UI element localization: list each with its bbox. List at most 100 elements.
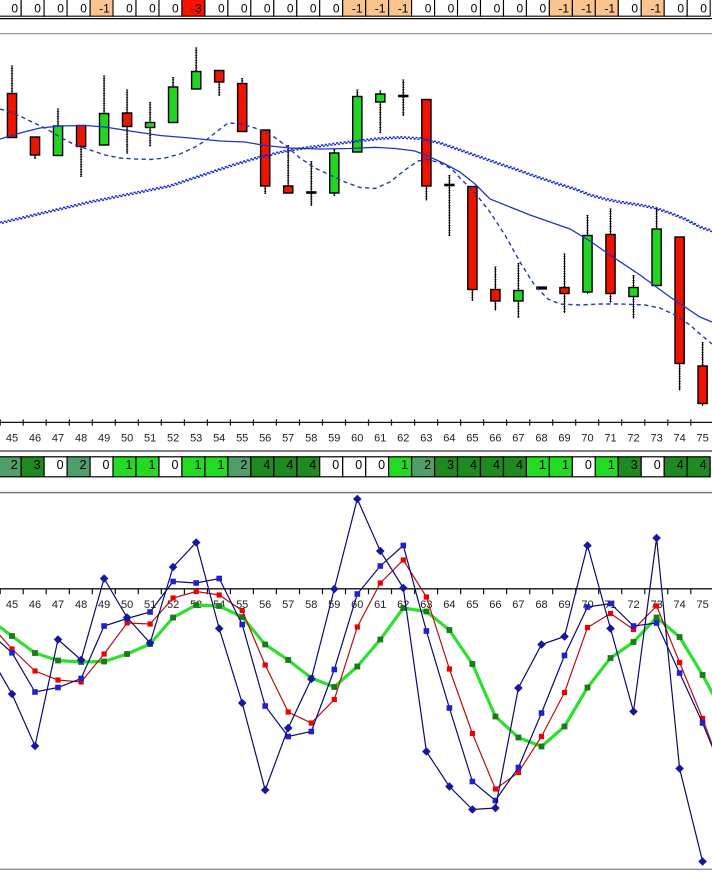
svg-text:60: 60 [351, 433, 363, 445]
svg-text:50: 50 [121, 599, 133, 611]
svg-text:47: 47 [52, 433, 64, 445]
svg-text:46: 46 [29, 433, 41, 445]
svg-text:-3: -3 [191, 2, 202, 16]
svg-text:0: 0 [103, 458, 110, 472]
svg-text:1: 1 [217, 458, 224, 472]
svg-text:1: 1 [562, 458, 569, 472]
svg-text:71: 71 [604, 433, 616, 445]
svg-text:58: 58 [305, 599, 317, 611]
svg-text:-1: -1 [398, 2, 409, 16]
svg-text:-1: -1 [604, 2, 615, 16]
svg-text:69: 69 [558, 433, 570, 445]
svg-text:2: 2 [11, 458, 18, 472]
svg-text:67: 67 [512, 433, 524, 445]
svg-text:4: 4 [309, 458, 316, 472]
svg-text:66: 66 [489, 599, 501, 611]
svg-text:46: 46 [29, 599, 41, 611]
svg-text:57: 57 [282, 599, 294, 611]
svg-text:4: 4 [470, 458, 477, 472]
svg-text:1: 1 [149, 458, 156, 472]
svg-text:0: 0 [171, 458, 178, 472]
svg-text:57: 57 [282, 433, 294, 445]
svg-text:48: 48 [75, 599, 87, 611]
svg-text:68: 68 [535, 433, 547, 445]
svg-text:0: 0 [677, 2, 684, 16]
svg-text:-1: -1 [352, 2, 363, 16]
svg-text:4: 4 [493, 458, 500, 472]
svg-text:0: 0 [631, 2, 638, 16]
svg-text:4: 4 [516, 458, 523, 472]
svg-text:0: 0 [80, 2, 87, 16]
svg-text:73: 73 [650, 433, 662, 445]
svg-text:0: 0 [287, 2, 294, 16]
svg-text:61: 61 [374, 599, 386, 611]
svg-text:52: 52 [167, 599, 179, 611]
svg-text:1: 1 [539, 458, 546, 472]
svg-text:4: 4 [677, 458, 684, 472]
svg-text:0: 0 [332, 458, 339, 472]
svg-text:49: 49 [98, 599, 110, 611]
svg-text:68: 68 [535, 599, 547, 611]
svg-text:52: 52 [167, 433, 179, 445]
svg-text:66: 66 [489, 433, 501, 445]
svg-text:-1: -1 [650, 2, 661, 16]
svg-text:65: 65 [466, 599, 478, 611]
svg-text:4: 4 [263, 458, 270, 472]
svg-text:3: 3 [447, 458, 454, 472]
svg-text:0: 0 [57, 458, 64, 472]
svg-text:63: 63 [420, 433, 432, 445]
svg-text:0: 0 [218, 2, 225, 16]
svg-text:70: 70 [581, 433, 593, 445]
svg-text:0: 0 [57, 2, 64, 16]
svg-text:0: 0 [700, 2, 707, 16]
svg-text:72: 72 [627, 433, 639, 445]
svg-text:1: 1 [126, 458, 133, 472]
svg-text:65: 65 [466, 433, 478, 445]
svg-text:0: 0 [540, 2, 547, 16]
svg-text:58: 58 [305, 433, 317, 445]
svg-text:0: 0 [126, 2, 133, 16]
svg-text:0: 0 [355, 458, 362, 472]
svg-text:0: 0 [11, 2, 18, 16]
svg-text:54: 54 [213, 433, 225, 445]
svg-text:49: 49 [98, 433, 110, 445]
svg-text:0: 0 [494, 2, 501, 16]
svg-text:47: 47 [52, 599, 64, 611]
svg-text:75: 75 [696, 599, 708, 611]
svg-text:56: 56 [259, 433, 271, 445]
svg-text:3: 3 [34, 458, 41, 472]
svg-text:0: 0 [241, 2, 248, 16]
svg-text:3: 3 [631, 458, 638, 472]
svg-text:48: 48 [75, 433, 87, 445]
svg-text:62: 62 [397, 433, 409, 445]
svg-text:-1: -1 [558, 2, 569, 16]
svg-text:64: 64 [443, 433, 455, 445]
svg-text:53: 53 [190, 433, 202, 445]
svg-text:0: 0 [654, 458, 661, 472]
svg-text:2: 2 [80, 458, 87, 472]
svg-text:0: 0 [34, 2, 41, 16]
svg-text:67: 67 [512, 599, 524, 611]
svg-text:0: 0 [517, 2, 524, 16]
svg-text:64: 64 [443, 599, 455, 611]
svg-text:50: 50 [121, 433, 133, 445]
svg-text:0: 0 [172, 2, 179, 16]
svg-text:0: 0 [425, 2, 432, 16]
svg-text:45: 45 [6, 433, 18, 445]
svg-text:51: 51 [144, 433, 156, 445]
svg-text:59: 59 [328, 433, 340, 445]
svg-text:56: 56 [259, 599, 271, 611]
svg-text:0: 0 [378, 458, 385, 472]
svg-text:0: 0 [585, 458, 592, 472]
svg-text:0: 0 [310, 2, 317, 16]
svg-text:4: 4 [700, 458, 707, 472]
svg-text:-1: -1 [99, 2, 110, 16]
svg-text:74: 74 [673, 433, 685, 445]
svg-text:1: 1 [401, 458, 408, 472]
svg-text:69: 69 [558, 599, 570, 611]
svg-text:2: 2 [240, 458, 247, 472]
svg-text:0: 0 [333, 2, 340, 16]
svg-text:-1: -1 [581, 2, 592, 16]
svg-text:61: 61 [374, 433, 386, 445]
svg-text:-1: -1 [375, 2, 386, 16]
